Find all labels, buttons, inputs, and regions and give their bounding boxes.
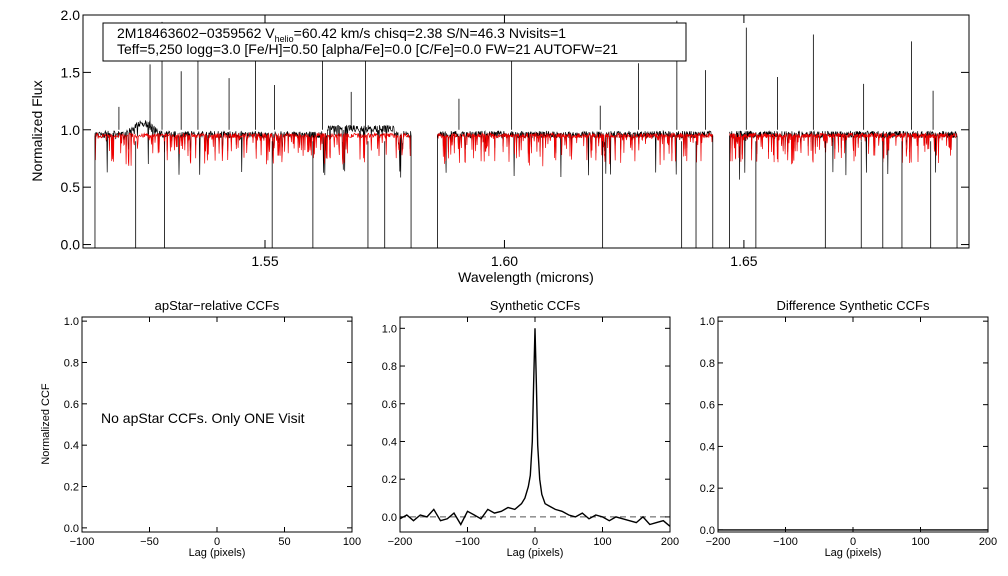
synthetic-x-axis-title: Lag (pixels): [507, 547, 564, 559]
synthetic-ccf-panel: −200 −100 0 100 200 0.0 0.2 0.4 0.6 0.8 1.0 Synth…: [382, 298, 679, 559]
y-tick-label: 0.8: [64, 357, 79, 369]
y-tick-label: 0.6: [700, 400, 715, 412]
x-tick-label: −100: [455, 536, 480, 548]
apstar-x-axis-title: Lag (pixels): [189, 547, 246, 559]
x-tick-label: −100: [70, 536, 95, 548]
y-tick-label: 0.2: [700, 483, 715, 495]
y-tick-label: 0.2: [382, 474, 397, 486]
x-tick-label: 200: [661, 536, 679, 548]
legend-frame: [102, 22, 687, 62]
x-tick-label: −200: [388, 536, 413, 548]
spectrum-legend-box: 2M18463602−0359562 Vhelio=60.42 km/s chi…: [102, 22, 687, 62]
apstar-y-axis-title: Normalized CCF: [40, 383, 52, 465]
y-tick-label: 0.5: [61, 179, 81, 195]
apstar-no-data-note: No apStar CCFs. Only ONE Visit: [101, 410, 305, 426]
synthetic-x-ticks: −200 −100 0 100 200: [388, 317, 679, 548]
spectrum-y-axis-title: Normalized Flux: [29, 80, 45, 181]
y-tick-label: 0.0: [61, 237, 81, 253]
x-tick-label: 0: [850, 536, 856, 548]
x-tick-label: 200: [979, 536, 997, 548]
y-tick-label: 0.2: [64, 482, 79, 494]
difference-frame: [717, 316, 989, 533]
y-tick-label: 1.5: [61, 64, 81, 80]
y-tick-label: 0.6: [382, 399, 397, 411]
y-tick-label: 0.4: [382, 436, 397, 448]
synthetic-y-ticks: 0.0 0.2 0.4 0.6 0.8 1.0: [382, 323, 670, 524]
synthetic-plot-area: [399, 328, 671, 527]
y-tick-label: 0.4: [700, 441, 715, 453]
apstar-x-ticks: −100 −50 0 50 100: [70, 317, 361, 548]
x-tick-label: 0: [214, 536, 220, 548]
y-tick-label: 2.0: [61, 7, 81, 23]
synthetic-title: Synthetic CCFs: [490, 298, 581, 313]
x-tick-label: −50: [140, 536, 159, 548]
x-tick-label: 100: [593, 536, 611, 548]
difference-y-ticks: 0.0 0.2 0.4 0.6 0.8 1.0: [700, 316, 988, 537]
apstar-y-ticks: 0.0 0.2 0.4 0.6 0.8 1.0: [64, 316, 352, 535]
x-tick-label: 1.55: [251, 253, 278, 269]
x-tick-label: 1.60: [491, 253, 518, 269]
synthetic-spectrum-line: [437, 132, 714, 167]
synthetic-ccf-line: [399, 328, 671, 527]
difference-x-ticks: −200 −100 0 100 200: [706, 317, 997, 548]
x-tick-label: 1.65: [730, 253, 757, 269]
x-tick-label: 100: [343, 536, 361, 548]
x-tick-label: −200: [706, 536, 731, 548]
difference-title: Difference Synthetic CCFs: [777, 298, 930, 313]
spectrum-x-ticks: 1.55 1.60 1.65: [251, 15, 758, 269]
x-tick-label: 50: [278, 536, 290, 548]
y-tick-label: 1.0: [700, 316, 715, 328]
y-tick-label: 1.0: [382, 323, 397, 335]
legend-helio-subscript: helio: [275, 34, 294, 44]
spectrum-panel: 1.55 1.60 1.65 0.0 0.5 1.0 1.5 2.0 Wavelength …: [29, 7, 970, 285]
spectrum-x-axis-title: Wavelength (microns): [458, 269, 594, 285]
spectrum-plot-area: [94, 20, 958, 248]
y-tick-label: 0.0: [700, 525, 715, 537]
y-tick-label: 0.8: [382, 361, 397, 373]
apstar-title: apStar−relative CCFs: [155, 298, 280, 313]
legend-stats: =60.42 km/s chisq=2.38 S/N=46.3 Nvisits=…: [294, 25, 567, 41]
y-tick-label: 0.0: [64, 523, 79, 535]
spectrum-frame: [82, 14, 970, 249]
difference-x-axis-title: Lag (pixels): [825, 547, 882, 559]
synthetic-spectrum-line: [729, 132, 958, 165]
spectrum-y-ticks: 0.0 0.5 1.0 1.5 2.0: [61, 7, 969, 253]
y-tick-label: 0.6: [64, 399, 79, 411]
difference-ccf-panel: −200 −100 0 100 200 0.0 0.2 0.4 0.6 0.8 1.0 Diffe…: [700, 298, 997, 559]
y-tick-label: 0.8: [700, 358, 715, 370]
legend-star-id: 2M18463602−0359562 V: [117, 25, 275, 41]
y-tick-label: 0.4: [64, 440, 79, 452]
y-tick-label: 1.0: [61, 122, 81, 138]
y-tick-label: 0.0: [382, 512, 397, 524]
x-tick-label: −100: [773, 536, 798, 548]
x-tick-label: 0: [532, 536, 538, 548]
y-tick-label: 1.0: [64, 316, 79, 328]
legend-line-2: Teff=5,250 logg=3.0 [Fe/H]=0.50 [alpha/F…: [117, 41, 618, 57]
legend-line-1: 2M18463602−0359562 Vhelio=60.42 km/s chi…: [117, 25, 566, 44]
synthetic-spectrum-line: [94, 132, 412, 166]
x-tick-label: 100: [911, 536, 929, 548]
apstar-ccf-panel: −100 −50 0 50 100 0.0 0.2 0.4 0.6 0.8 1.0 apStar−…: [40, 298, 361, 559]
